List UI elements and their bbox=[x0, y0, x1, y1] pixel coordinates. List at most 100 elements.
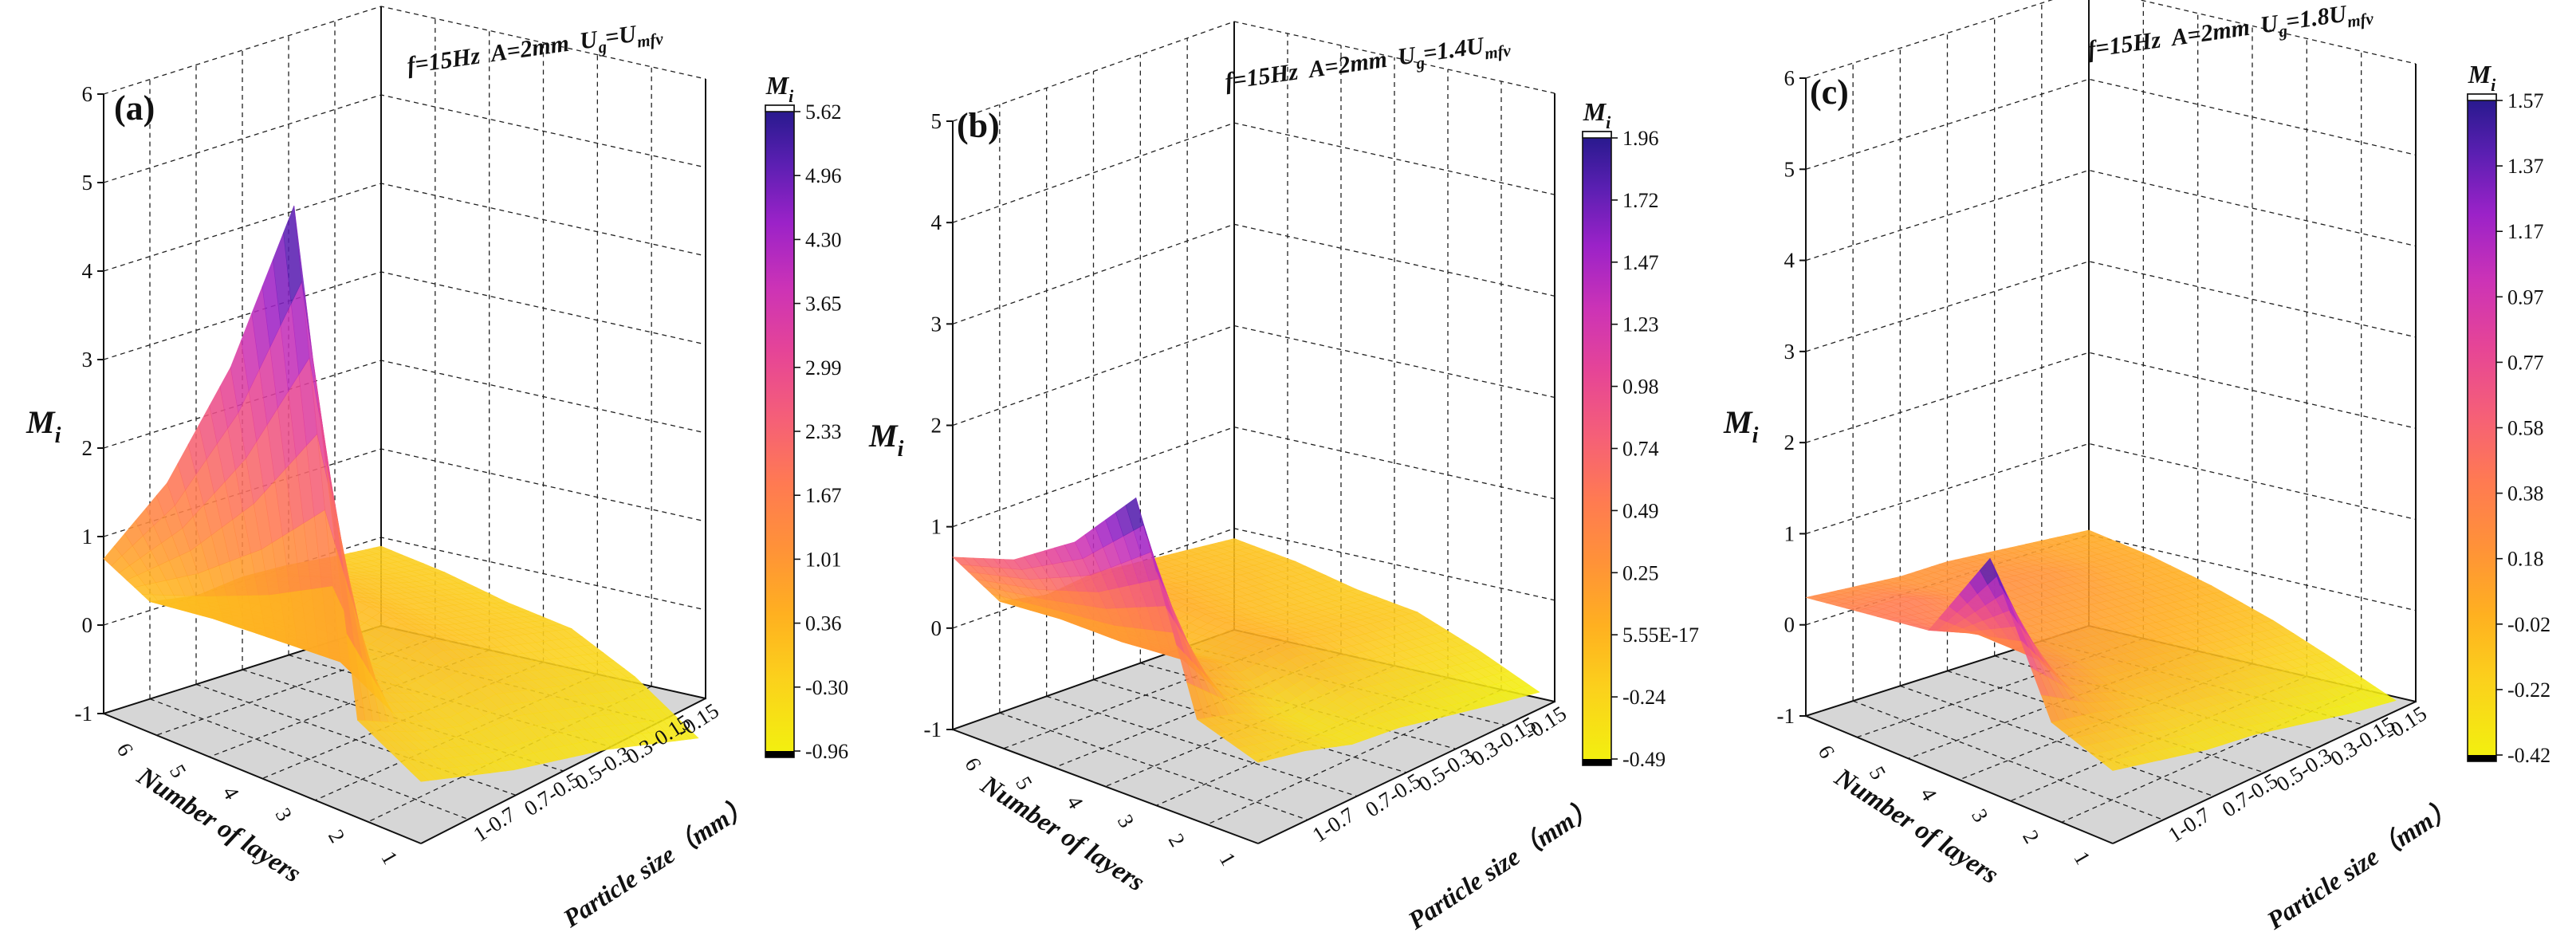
colorbar-tick-label: 4.30 bbox=[805, 228, 842, 251]
condition-f: f=15Hz bbox=[405, 42, 482, 79]
z-tick-label: 0 bbox=[82, 613, 93, 637]
colorbar-tick-label: -0.42 bbox=[2507, 744, 2550, 767]
z-axis-title: Mi bbox=[26, 404, 61, 448]
condition-ug-rhs: =1.8U bbox=[2284, 1, 2349, 35]
z-axis-title: Mi bbox=[868, 418, 904, 462]
condition-a: A=2mm bbox=[1305, 46, 1388, 84]
colorbar-tick-label: -0.30 bbox=[805, 676, 848, 699]
x-tick-label: 3 bbox=[1967, 804, 1993, 826]
z-tick-label: 0 bbox=[1784, 613, 1795, 637]
colorbar-max-cap bbox=[765, 104, 795, 112]
colorbar-tick-label: -0.22 bbox=[2507, 678, 2550, 702]
x-axis-line bbox=[103, 713, 422, 844]
colorbar-tick-label: 0.98 bbox=[1622, 376, 1659, 399]
z-tick-label: 1 bbox=[1784, 521, 1795, 545]
x-tick-label: 2 bbox=[2018, 826, 2044, 848]
grid-line-horizontal bbox=[1805, 442, 2417, 535]
grid-line-horizontal bbox=[1805, 0, 2417, 79]
colorbar-title-sub: i bbox=[2491, 75, 2496, 95]
panel-label: (c) bbox=[1810, 73, 1849, 112]
colorbar-tick-label: 0.49 bbox=[1622, 499, 1659, 522]
colorbar bbox=[765, 104, 795, 758]
x-tick-label: 2 bbox=[1164, 829, 1190, 851]
colorbar-tick-label: 5.55E-17 bbox=[1622, 623, 1699, 647]
colorbar-tick-label: 0.77 bbox=[2507, 351, 2544, 374]
x-tick-label: 4 bbox=[1062, 792, 1088, 813]
grid-line-floor bbox=[1856, 638, 2144, 738]
colorbar-tick-label: 1.23 bbox=[1622, 313, 1659, 336]
grid-line-horizontal bbox=[952, 122, 1555, 223]
colorbar-tick-label: 1.67 bbox=[805, 484, 842, 507]
z-tick-label: 4 bbox=[1784, 249, 1795, 273]
z-tick-label: 3 bbox=[1784, 340, 1795, 364]
colorbar-tick-label: 1.01 bbox=[805, 548, 842, 571]
condition-ug-rhs-sub: mfv bbox=[635, 29, 664, 51]
condition-ug-rhs: =U bbox=[604, 21, 639, 51]
colorbar-title: Mi bbox=[1583, 97, 1611, 132]
colorbar-title-main: M bbox=[1583, 97, 1607, 126]
grid-line-horizontal bbox=[952, 223, 1555, 324]
x-tick-label: 3 bbox=[271, 804, 297, 825]
grid-line-horizontal bbox=[103, 271, 706, 360]
z-axis-title-sub: i bbox=[55, 423, 61, 448]
grid-line-floor bbox=[1054, 653, 1342, 769]
colorbar bbox=[2467, 93, 2497, 762]
colorbar-min-cap bbox=[2468, 755, 2496, 761]
z-tick-label: 1 bbox=[931, 515, 942, 539]
z-tick-label: 1 bbox=[82, 525, 93, 549]
colorbar-max-cap bbox=[1582, 131, 1612, 139]
x-tick-label: 3 bbox=[1113, 811, 1139, 832]
grid-line-horizontal bbox=[1805, 352, 2417, 443]
grid-line-horizontal bbox=[103, 6, 706, 95]
z-tick-label: -1 bbox=[1777, 704, 1795, 728]
z-tick-label: 3 bbox=[931, 312, 942, 336]
z-tick-label: 4 bbox=[82, 259, 93, 283]
z-tick-label: 3 bbox=[82, 348, 93, 372]
x-tick-label: 4 bbox=[218, 782, 244, 804]
colorbar-tick-label: 0.25 bbox=[1622, 561, 1659, 584]
condition-ug-sub: g bbox=[2277, 21, 2289, 41]
z-tick-label: -1 bbox=[75, 702, 93, 726]
colorbar-tick-label: 1.47 bbox=[1622, 251, 1659, 274]
surface bbox=[952, 497, 1540, 763]
z-tick-label: 5 bbox=[931, 109, 942, 133]
z-tick-label: 5 bbox=[1784, 157, 1795, 181]
colorbar-tick-label: 0.38 bbox=[2507, 482, 2544, 505]
condition-a: A=2mm bbox=[487, 30, 570, 68]
surface-patch bbox=[2102, 760, 2122, 771]
grid-line-horizontal bbox=[952, 324, 1555, 427]
grid-line-horizontal bbox=[103, 183, 706, 272]
colorbar-tick-label: 0.36 bbox=[805, 612, 842, 635]
colorbar-tick-label: 5.62 bbox=[805, 100, 842, 124]
colorbar-max-cap bbox=[2467, 93, 2497, 101]
colorbar-min-cap bbox=[765, 751, 794, 757]
condition-ug-sub: g bbox=[1414, 53, 1426, 73]
colorbar-tick-label: 4.96 bbox=[805, 164, 842, 187]
y-axis-line bbox=[2112, 701, 2417, 844]
colorbar-tick-label: 2.99 bbox=[805, 356, 842, 380]
surface-patch bbox=[410, 770, 430, 782]
condition-annotation: f=15Hz A=2mm Ug=1.4Umfv bbox=[1223, 29, 1512, 100]
colorbar-tick-label: 0.18 bbox=[2507, 548, 2544, 571]
colorbar-min-cap bbox=[1583, 759, 1611, 765]
grid-line-floor bbox=[209, 649, 490, 757]
colorbar-tick-label: 1.72 bbox=[1622, 189, 1659, 212]
z-tick-label: 5 bbox=[82, 171, 93, 195]
z-tick-label: 2 bbox=[1784, 431, 1795, 454]
grid-line-horizontal bbox=[1805, 169, 2417, 262]
z-axis-title-sub: i bbox=[898, 437, 904, 462]
z-tick-label: -1 bbox=[924, 718, 942, 741]
colorbar-title-sub: i bbox=[1606, 112, 1611, 132]
x-axis-line bbox=[952, 729, 1259, 844]
grid-line-floor bbox=[999, 712, 1308, 820]
z-tick-label: 6 bbox=[1784, 66, 1795, 90]
x-tick-label: 1 bbox=[376, 848, 403, 869]
z-tick-label: 2 bbox=[82, 436, 93, 460]
z-tick-label: 4 bbox=[931, 210, 942, 234]
y-axis-title: Particle size（mm） bbox=[2261, 792, 2460, 935]
colorbar-tick-label: 1.17 bbox=[2507, 220, 2544, 243]
